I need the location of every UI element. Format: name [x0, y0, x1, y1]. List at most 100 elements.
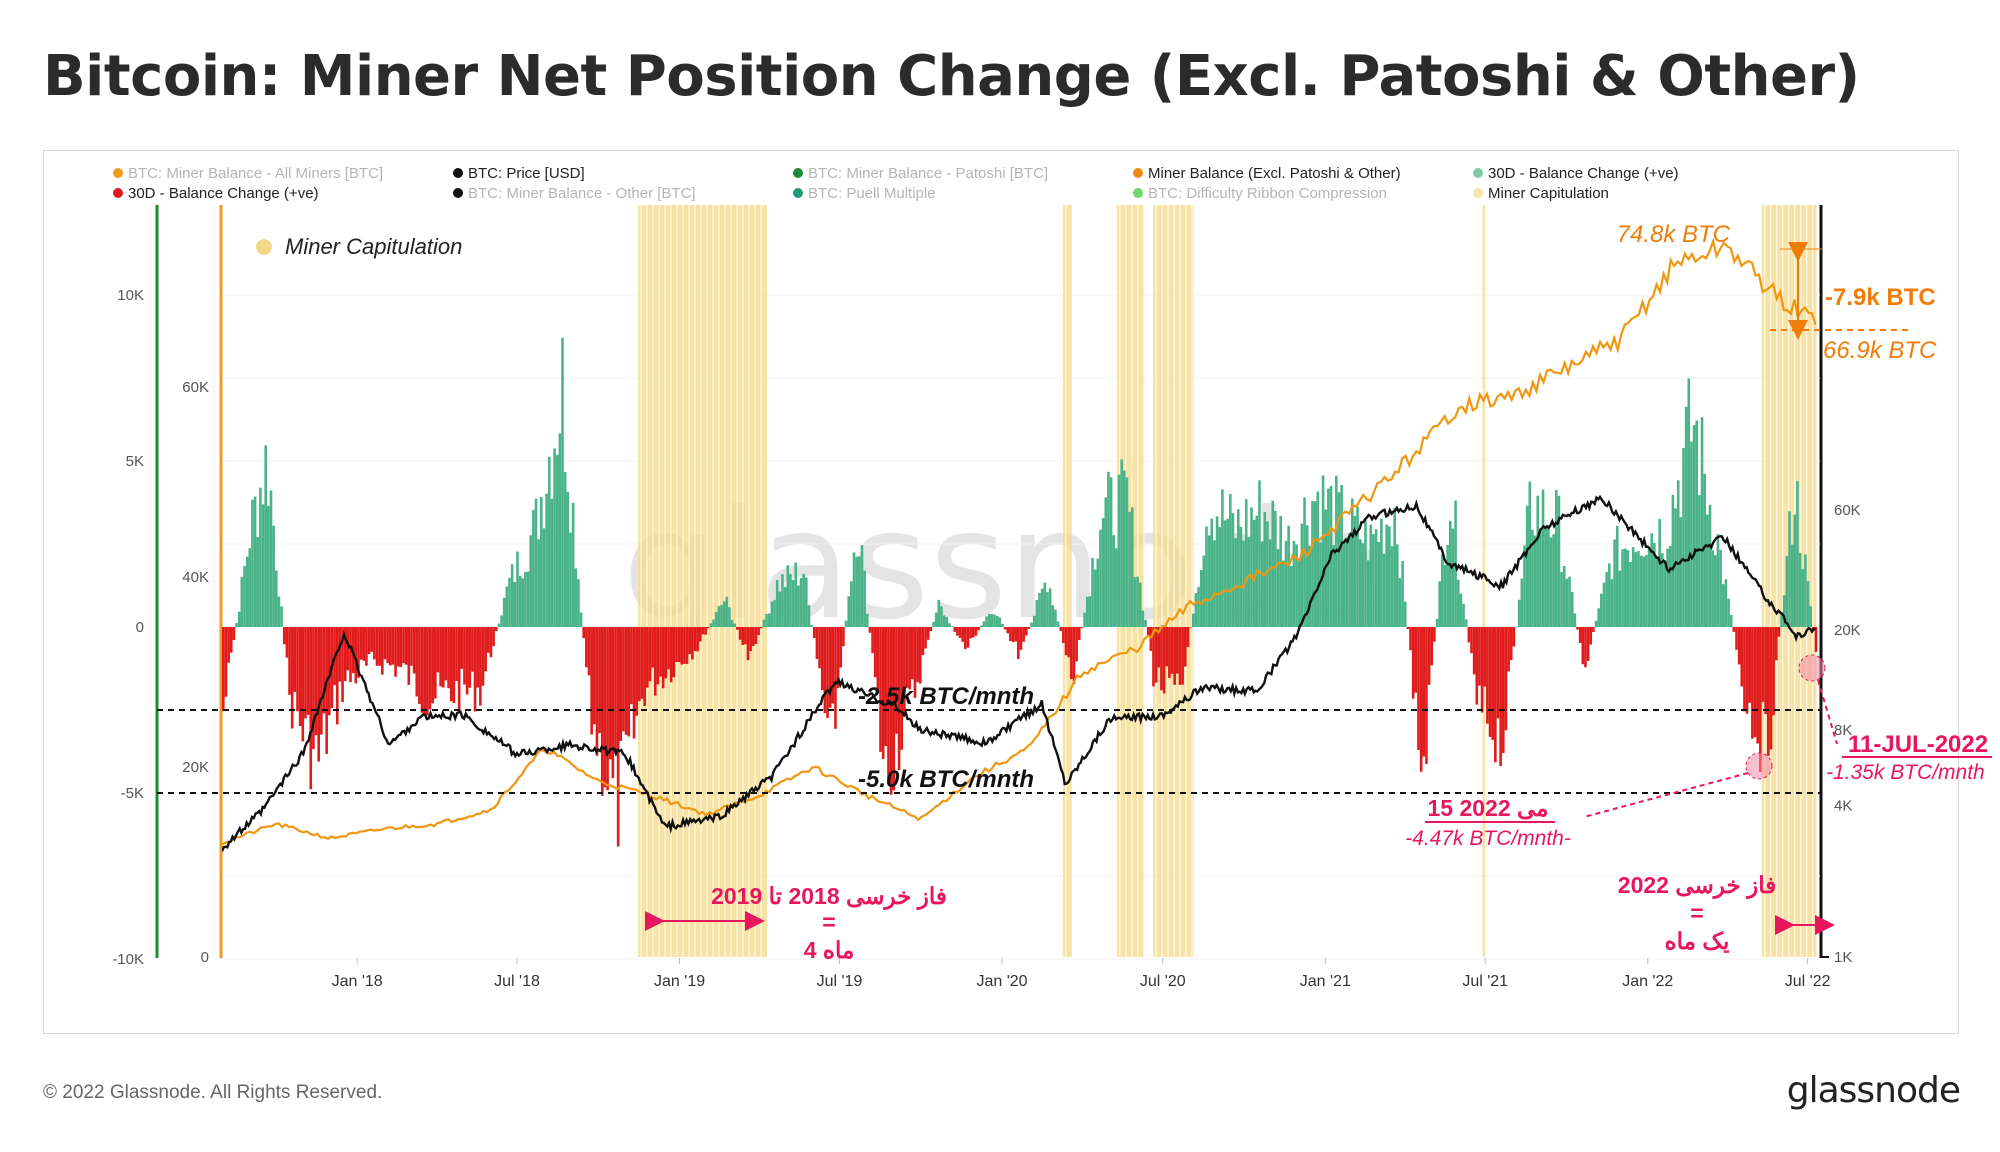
bar-negative	[614, 627, 617, 752]
bar-positive	[852, 552, 856, 627]
bar-positive	[1785, 556, 1789, 627]
bar-negative	[335, 627, 339, 725]
bar-negative	[926, 627, 930, 640]
bar-negative	[1764, 627, 1767, 714]
bar-positive	[1112, 535, 1116, 627]
bar-positive	[1456, 579, 1460, 627]
bar-positive	[775, 579, 779, 627]
bar-positive	[256, 536, 260, 627]
bar-positive	[1520, 578, 1524, 627]
bar-negative	[378, 627, 381, 666]
bar-positive	[1782, 595, 1786, 627]
bar-negative	[349, 627, 352, 683]
bar-negative	[640, 627, 644, 699]
bar-negative	[834, 627, 837, 729]
bar-positive	[1719, 549, 1722, 627]
bar-negative	[648, 627, 652, 682]
bar-positive	[1040, 588, 1044, 627]
bar-positive	[1260, 541, 1264, 627]
bar-positive	[1706, 514, 1709, 627]
bar-negative	[812, 627, 816, 639]
bar-negative	[630, 627, 633, 705]
bar-negative	[757, 627, 760, 636]
bar-positive	[577, 579, 580, 627]
bar-positive	[1639, 555, 1643, 627]
bar-negative	[489, 627, 493, 658]
bar-negative	[1173, 627, 1176, 685]
bar-positive	[245, 556, 249, 627]
bar-positive	[786, 565, 790, 627]
bar-positive	[948, 623, 951, 627]
bar-positive	[1250, 507, 1253, 627]
bar-positive	[1557, 495, 1561, 627]
bar-negative	[749, 627, 752, 652]
bar-negative	[306, 627, 310, 715]
bar-negative	[383, 627, 387, 660]
legend-label: BTC: Miner Balance - Patoshi [BTC]	[808, 165, 1048, 182]
y-tick-price: 1K	[1834, 949, 1852, 966]
capitulation-band	[1062, 205, 1072, 957]
bar-positive	[1544, 527, 1547, 627]
bar-positive	[1032, 615, 1036, 627]
bar-positive	[1435, 618, 1439, 627]
bar-negative	[354, 627, 358, 684]
annotation-bear-2018-line3: 4 ماه	[804, 937, 855, 963]
bar-negative	[1062, 627, 1065, 644]
bar-positive	[945, 616, 949, 627]
bar-positive	[1221, 489, 1224, 627]
bar-negative	[357, 627, 360, 678]
bar-negative	[818, 627, 821, 669]
bar-positive	[1191, 613, 1195, 627]
bar-negative	[892, 627, 896, 791]
price-line	[222, 494, 1817, 852]
bar-negative	[638, 627, 641, 702]
bar-positive	[547, 456, 551, 627]
bar-positive	[1364, 519, 1367, 627]
bar-negative	[619, 627, 623, 741]
bar-negative	[1178, 627, 1182, 685]
bar-positive	[987, 614, 991, 627]
bar-positive	[513, 582, 517, 627]
y-tick-price: 4K	[1834, 798, 1852, 815]
bar-positive	[1350, 498, 1354, 627]
x-tick-label: Jan '21	[1300, 973, 1351, 990]
x-tick-label: Jul '18	[494, 973, 540, 990]
capitulation-band	[638, 205, 768, 957]
bar-negative	[431, 627, 434, 704]
bar-negative	[903, 627, 906, 715]
bar-negative	[1009, 627, 1012, 642]
bar-positive	[1668, 545, 1672, 627]
bar-negative	[1149, 627, 1153, 651]
y-tick-price: 8K	[1834, 722, 1852, 739]
bar-positive	[248, 548, 252, 627]
bar-positive	[1316, 491, 1320, 627]
bar-positive	[1727, 598, 1730, 627]
bar-positive	[950, 626, 954, 627]
bar-positive	[1729, 614, 1733, 627]
bar-negative	[1409, 627, 1412, 651]
bar-positive	[1663, 560, 1667, 627]
bar-positive	[1637, 550, 1640, 627]
bar-positive	[765, 614, 768, 627]
bar-negative	[826, 627, 829, 718]
bar-positive	[1247, 537, 1251, 627]
bar-negative	[455, 627, 458, 682]
bar-negative	[471, 627, 474, 672]
bar-negative	[375, 627, 379, 666]
bar-negative	[974, 627, 978, 636]
bar-positive	[1356, 506, 1359, 627]
bar-negative	[415, 627, 419, 697]
bar-positive	[1101, 518, 1105, 627]
y-axis-ticks: 10K 5K 0 -5K -10K 60K 40K 20K 0 60K 20K 8K 4K 1K	[112, 287, 1860, 968]
bar-negative	[296, 627, 299, 712]
bar-negative	[897, 627, 901, 771]
bar-positive	[1030, 622, 1033, 627]
bar-negative	[1480, 627, 1484, 713]
bar-positive	[505, 586, 509, 627]
bar-negative	[1737, 627, 1741, 665]
bar-negative	[643, 627, 646, 707]
legend-label: 30D - Balance Change (+ve)	[128, 185, 319, 202]
bar-positive	[1804, 554, 1807, 627]
bar-negative	[744, 627, 747, 645]
bar-negative	[736, 627, 739, 630]
